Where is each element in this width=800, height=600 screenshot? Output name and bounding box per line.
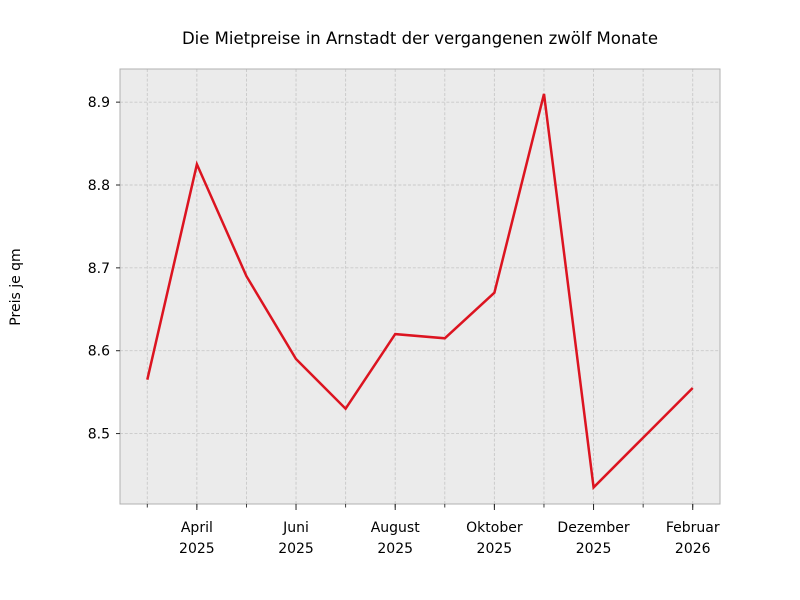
x-tick-label-year: 2025 [278, 541, 314, 557]
y-tick-label: 8.9 [88, 95, 110, 111]
y-tick-label: 8.8 [88, 178, 110, 194]
x-tick-label-year: 2025 [576, 541, 612, 557]
y-tick-label: 8.5 [88, 427, 110, 443]
y-tick-label: 8.6 [88, 344, 110, 360]
chart-title: Die Mietpreise in Arnstadt der vergangen… [181, 29, 659, 48]
x-tick-label-month: Dezember [557, 520, 629, 536]
x-tick-label-month: Juni [282, 520, 309, 536]
axes-spine [119, 68, 721, 505]
x-tick-label-month: Februar [666, 520, 720, 536]
x-tick-label-month: April [181, 520, 213, 536]
x-tick-label-year: 2026 [675, 541, 711, 557]
x-tick-label-year: 2025 [377, 541, 413, 557]
plot-background [120, 69, 720, 504]
x-tick-label-month: August [371, 520, 421, 536]
x-tick-label-month: Oktober [466, 520, 523, 536]
y-tick-label: 8.7 [88, 261, 110, 277]
x-tick-label-year: 2025 [477, 541, 513, 557]
price-line [146, 93, 694, 491]
x-tick-label-year: 2025 [179, 541, 215, 557]
